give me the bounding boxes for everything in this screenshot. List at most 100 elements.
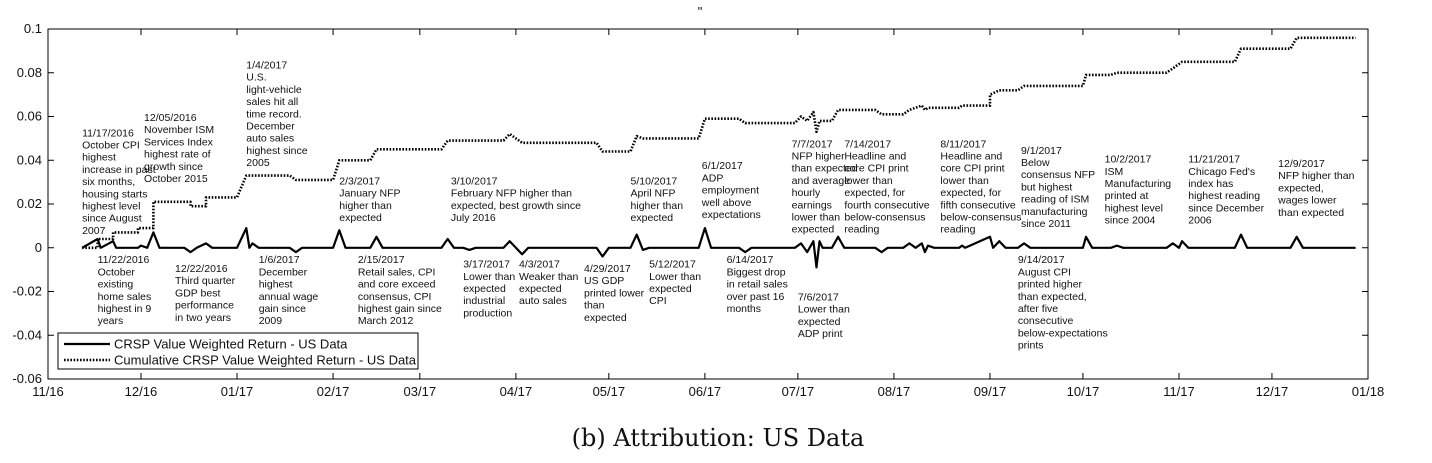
annotation-line: Weaker than [519, 271, 578, 283]
annotation-line: months [727, 303, 761, 315]
annotation-line: home sales [98, 291, 152, 303]
annotation-line: expected [519, 283, 562, 295]
annotation-line: expected [463, 283, 506, 295]
annotation-line: 11/17/2016 [82, 127, 134, 139]
annotation-line: below-consensus [844, 211, 925, 223]
annotation-line: NFP higher than [1278, 170, 1354, 182]
annotation-line: since December [1188, 202, 1264, 214]
annotation-line: earnings [792, 199, 832, 211]
annotation-line: 7/14/2017 [844, 138, 891, 150]
event-annotation: 4/29/2017 US GDP printed lower than expected [584, 263, 645, 324]
annotation-line: 12/22/2016 [175, 263, 228, 275]
annotation-line: 4/29/2017 [584, 263, 631, 275]
annotation-line: ADP print [798, 328, 843, 340]
y-tick-label: -0.02 [12, 284, 42, 299]
annotation-line: expected [631, 212, 674, 224]
event-annotation: 10/2/2017 ISM Manufacturing printed at highe… [1105, 154, 1172, 227]
y-tick-label: 0.02 [17, 196, 42, 211]
annotation-line: expectations [702, 209, 761, 221]
annotation-line: October CPI [82, 140, 140, 152]
annotation-line: highest level [1105, 202, 1163, 214]
annotation-line: Below [1021, 157, 1050, 169]
annotation-line: industrial [463, 295, 505, 307]
annotation-line: fourth consecutive [844, 199, 929, 211]
annotation-line: core CPI print [940, 163, 1004, 175]
annotation-line: highest in 9 [98, 303, 152, 315]
annotation-line: since 2011 [1021, 218, 1071, 230]
annotation-line: expected [792, 224, 835, 236]
annotation-line: ADP [702, 172, 724, 184]
cumulative-return-line [82, 36, 1356, 250]
event-annotation: 5/10/2017 April NFP higher than expected [631, 175, 684, 224]
annotation-line: ISM [1105, 166, 1124, 178]
annotation-line: Third quarter [175, 275, 236, 287]
annotation-line: 2/15/2017 [358, 254, 405, 266]
annotation-line: reading [940, 224, 975, 236]
annotation-line: 4/3/2017 [519, 259, 560, 271]
annotation-line: manufacturing [1021, 206, 1088, 218]
annotation-line: in two years [175, 312, 231, 324]
annotation-line: printed lower [584, 287, 645, 299]
annotation-line: 11/22/2016 [98, 254, 150, 266]
annotation-line: existing [98, 279, 134, 291]
event-annotation: 9/1/2017 Below consensus NFP but highest rea… [1021, 145, 1095, 230]
x-tick-label: 03/17 [404, 384, 437, 399]
y-tick-label: 0.04 [17, 152, 42, 167]
annotation-line: printed at [1105, 190, 1149, 202]
annotation-line: higher than [339, 200, 392, 212]
annotation-line: 2006 [1188, 215, 1212, 227]
annotation-line: reading of ISM [1021, 194, 1089, 206]
annotation-line: than [584, 300, 605, 312]
annotation-line: since August [82, 213, 142, 225]
annotation-line: December [259, 266, 308, 278]
event-annotation: 3/10/2017 February NFP higher than expecte… [451, 175, 581, 224]
event-annotation: 12/05/2016 November ISM Services Index high… [144, 112, 214, 185]
legend-box [57, 332, 419, 370]
y-tick-label: 0 [35, 240, 42, 255]
annotation-line: April NFP [631, 188, 676, 200]
annotation-line: six months, [82, 176, 135, 188]
event-annotation: 12/9/2017 NFP higher than expected, wages l… [1277, 158, 1354, 219]
annotation-line: 7/6/2017 [798, 291, 839, 303]
annotation-line: than expected [792, 163, 858, 175]
event-annotation: 3/17/2017 Lower than expected industrial pro… [463, 259, 515, 320]
event-annotation: 12/22/2016 Third quarter GDP best performan… [175, 263, 236, 324]
annotation-line: expected, [1278, 182, 1324, 194]
annotation-line: Services Index [144, 136, 214, 148]
x-tick-label: 11/17 [1163, 384, 1195, 399]
annotation-line: performance [175, 300, 234, 312]
y-tick-label: 0.1 [24, 21, 42, 36]
annotation-line: 5/12/2017 [649, 259, 696, 271]
annotation-line: 3/17/2017 [463, 259, 510, 271]
chart-title-mark: " [698, 4, 703, 19]
event-annotation: 11/17/2016 October CPI highest increase in … [82, 127, 156, 237]
annotation-line: higher than [631, 200, 684, 212]
x-tick-label: 08/17 [878, 384, 911, 399]
annotation-line: auto sales [519, 295, 567, 307]
y-tick-label: -0.06 [12, 371, 42, 386]
event-annotation: 4/3/2017 Weaker than expected auto sales [519, 259, 578, 308]
event-annotation: 2/15/2017 Retail sales, CPI and core excee… [358, 254, 442, 327]
event-annotation: 7/14/2017 Headline and core CPI print lower… [844, 138, 929, 235]
chart-caption: (b) Attribution: US Data [572, 424, 865, 452]
event-annotation: 8/11/2017 Headline and core CPI print lower… [940, 138, 1021, 235]
annotation-line: 1/6/2017 [259, 254, 300, 266]
annotation-line: but highest [1021, 181, 1072, 193]
x-tick-label: 04/17 [500, 384, 533, 399]
annotation-line: lower than [940, 175, 989, 187]
annotation-line: than expected [1278, 207, 1344, 219]
annotation-line: 9/1/2017 [1021, 145, 1062, 157]
annotation-line: and core exceed [358, 279, 436, 291]
annotation-line: well above [701, 197, 752, 209]
annotation-line: fifth consecutive [940, 199, 1015, 211]
event-annotation: 11/22/2016 October existing home sales highe… [98, 254, 152, 327]
annotation-line: NFP higher [792, 150, 845, 162]
y-tick-label: 0.06 [17, 109, 42, 124]
annotation-line: sales hit all [246, 96, 298, 108]
annotation-line: highest reading [1188, 190, 1260, 202]
annotation-line: 3/10/2017 [451, 175, 498, 187]
annotation-line: increase in past [82, 164, 156, 176]
annotation-line: consensus, CPI [358, 291, 432, 303]
x-tick-label: 06/17 [689, 384, 722, 399]
